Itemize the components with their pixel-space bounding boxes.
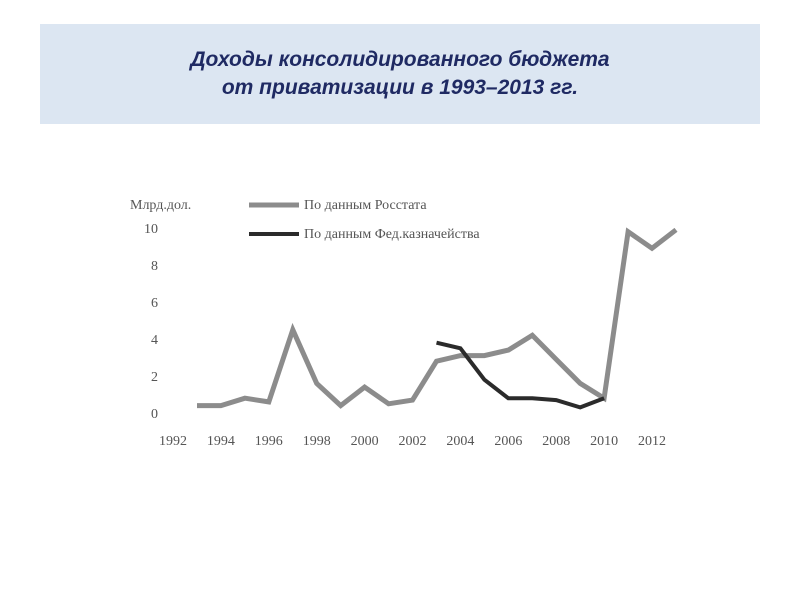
chart-title-line-1: Доходы консолидированного бюджета	[190, 48, 610, 71]
x-axis: 1992 1994 1996 1998 2000 2002 2004 2006 2008 2010…	[159, 434, 666, 449]
legend-label-1: По данным Росстата	[304, 198, 427, 213]
series-lines	[196, 227, 678, 410]
x-tick-label: 1994	[207, 434, 235, 449]
x-tick-label: 2012	[638, 434, 666, 449]
title-banner: Доходы консолидированного бюджета от при…	[40, 24, 760, 124]
x-tick-label: 2002	[399, 434, 427, 449]
y-tick-label: 0	[151, 407, 158, 422]
y-tick-label: 10	[144, 222, 158, 237]
series-line-2	[436, 340, 605, 410]
x-tick-label: 1992	[159, 434, 187, 449]
x-tick-label: 2004	[446, 434, 474, 449]
x-tick-label: 2008	[542, 434, 570, 449]
legend-label-2: По данным Фед.казначейства	[304, 227, 480, 242]
x-tick-label: 1996	[255, 434, 283, 449]
y-axis: 0 2 4 6 8 10	[144, 222, 158, 422]
x-tick-label: 2010	[590, 434, 618, 449]
y-tick-label: 4	[151, 333, 158, 348]
y-axis-unit-label: Млрд.дол.	[130, 198, 191, 213]
chart-title-line-2: от приватизации в 1993–2013 гг.	[221, 76, 579, 99]
x-tick-label: 2000	[351, 434, 379, 449]
x-tick-label: 1998	[303, 434, 331, 449]
series-line-1	[197, 227, 678, 409]
y-tick-label: 6	[151, 296, 158, 311]
y-tick-label: 8	[151, 259, 158, 274]
y-tick-label: 2	[151, 370, 158, 385]
legend: По данным Росстата По данным Фед.казначей…	[249, 198, 480, 242]
x-tick-label: 2006	[494, 434, 522, 449]
